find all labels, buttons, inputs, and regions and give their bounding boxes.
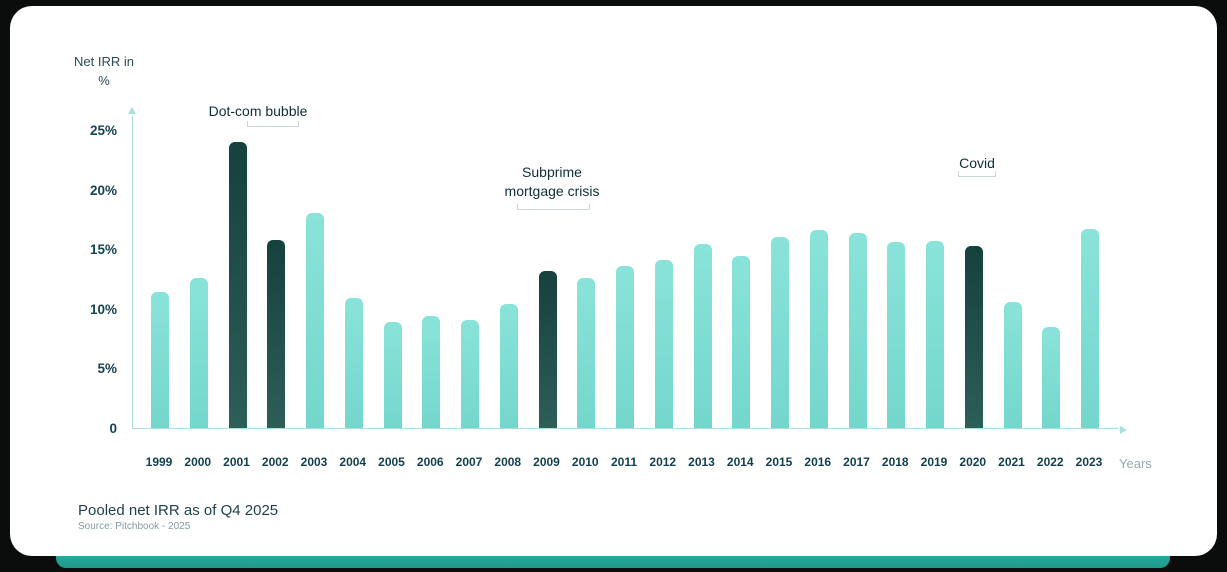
x-tick-2005: 2005 bbox=[378, 455, 405, 469]
x-tick-2001: 2001 bbox=[223, 455, 250, 469]
bar-2016 bbox=[809, 230, 828, 428]
footer-title: Pooled net IRR as of Q4 2025 bbox=[78, 502, 279, 519]
x-tick-2006: 2006 bbox=[416, 455, 444, 469]
plot-area bbox=[127, 107, 1127, 434]
bar-2002 bbox=[267, 240, 286, 428]
bar-2010 bbox=[577, 278, 596, 428]
x-tick-2016: 2016 bbox=[804, 455, 832, 469]
y-axis-title: Net IRR in % bbox=[66, 52, 142, 90]
x-tick-2020: 2020 bbox=[959, 455, 987, 469]
bar-2004 bbox=[344, 298, 363, 428]
x-tick-2018: 2018 bbox=[881, 455, 909, 469]
bar-2000 bbox=[189, 278, 208, 428]
x-tick-2004: 2004 bbox=[339, 455, 367, 469]
bar-2021 bbox=[1003, 302, 1022, 428]
y-axis-arrow-up-icon bbox=[127, 107, 136, 114]
x-axis-labels: 1999 2000 2001 2002 2003 2004 2005 2006 2007 2008… bbox=[132, 455, 1118, 475]
x-tick-2010: 2010 bbox=[571, 455, 599, 469]
annotation-covid-label: Covid bbox=[959, 155, 995, 171]
x-tick-2014: 2014 bbox=[726, 455, 754, 469]
annotation-subprime-bracket bbox=[517, 204, 590, 210]
x-tick-2007: 2007 bbox=[455, 455, 483, 469]
y-tick-25: 25% bbox=[89, 123, 117, 138]
x-tick-2003: 2003 bbox=[300, 455, 328, 469]
chart-card: Net IRR in % Dot-com bubble Subprime mor… bbox=[10, 6, 1217, 556]
x-axis-arrow-right-icon bbox=[1120, 426, 1127, 434]
x-axis-title: Years bbox=[1119, 456, 1152, 471]
bar-2018 bbox=[887, 242, 906, 428]
bar-1999 bbox=[151, 292, 169, 428]
x-tick-2013: 2013 bbox=[688, 455, 715, 469]
x-tick-2012: 2012 bbox=[649, 455, 677, 469]
bar-2017 bbox=[848, 233, 867, 428]
x-tick-2019: 2019 bbox=[920, 455, 948, 469]
bar-2013 bbox=[693, 244, 712, 428]
bar-2011 bbox=[616, 266, 634, 428]
bar-2012 bbox=[654, 260, 673, 428]
y-axis-title-line1: Net IRR in bbox=[74, 54, 134, 69]
bar-2007 bbox=[461, 320, 479, 428]
x-tick-2022: 2022 bbox=[1036, 455, 1064, 469]
x-tick-2011: 2011 bbox=[610, 455, 638, 469]
y-axis-title-line2: % bbox=[98, 73, 110, 88]
bar-2015 bbox=[771, 237, 789, 428]
bar-2003 bbox=[306, 213, 324, 428]
footer-source: Source: Pitchbook - 2025 bbox=[78, 521, 191, 532]
x-tick-2000: 2000 bbox=[184, 455, 212, 469]
y-tick-5: 5% bbox=[97, 361, 117, 377]
bar-2014 bbox=[732, 256, 751, 428]
annotation-dotcom-label: Dot-com bubble bbox=[208, 103, 308, 119]
bar-2023 bbox=[1081, 229, 1099, 428]
bar-2009 bbox=[538, 271, 557, 428]
x-tick-2017: 2017 bbox=[843, 455, 870, 469]
x-tick-1999: 1999 bbox=[145, 455, 173, 469]
bar-2008 bbox=[499, 304, 518, 428]
x-tick-2021: 2021 bbox=[998, 455, 1025, 469]
annotation-covid-bracket bbox=[958, 171, 996, 177]
x-tick-2009: 2009 bbox=[533, 455, 560, 469]
y-tick-20: 20% bbox=[89, 182, 117, 198]
y-tick-0: 0 bbox=[109, 421, 117, 436]
bar-2001 bbox=[228, 142, 247, 428]
x-tick-2015: 2015 bbox=[765, 455, 793, 469]
bar-2006 bbox=[422, 316, 441, 428]
x-tick-2023: 2023 bbox=[1075, 455, 1103, 469]
x-tick-2002: 2002 bbox=[261, 455, 289, 469]
bar-2020 bbox=[964, 246, 983, 428]
bar-2022 bbox=[1042, 327, 1061, 428]
y-tick-15: 15% bbox=[89, 242, 117, 258]
y-tick-10: 10% bbox=[89, 301, 117, 317]
annotation-dotcom-bracket bbox=[247, 121, 299, 127]
bar-2005 bbox=[383, 322, 402, 428]
x-tick-2008: 2008 bbox=[494, 455, 522, 469]
annotation-subprime-label: Subprime mortgage crisis bbox=[504, 164, 600, 199]
y-axis-labels: 25% 20% 15% 10% 5% 0 bbox=[40, 116, 117, 436]
bar-2019 bbox=[926, 241, 944, 428]
